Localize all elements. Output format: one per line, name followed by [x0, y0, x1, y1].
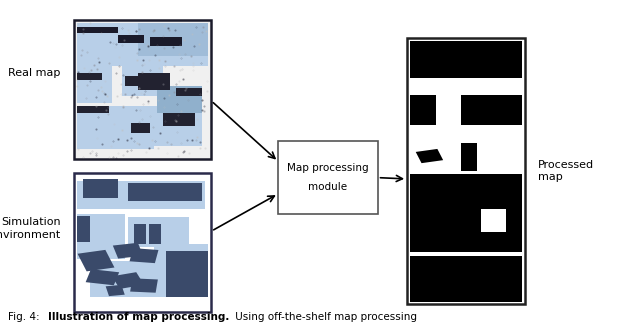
Text: Processed
map: Processed map	[538, 160, 595, 182]
Bar	[138, 23, 208, 56]
Bar	[278, 141, 378, 214]
Bar	[166, 251, 208, 297]
Bar	[77, 214, 125, 259]
Bar	[481, 174, 522, 252]
Polygon shape	[129, 248, 159, 263]
Polygon shape	[112, 272, 144, 289]
Bar	[77, 216, 90, 242]
Bar	[481, 209, 506, 232]
Bar	[118, 35, 144, 43]
Text: Using off-the-shelf map processing: Using off-the-shelf map processing	[232, 312, 417, 322]
Polygon shape	[416, 149, 443, 163]
Bar	[77, 27, 115, 60]
Bar	[77, 27, 118, 33]
Polygon shape	[130, 278, 158, 293]
Text: module: module	[308, 182, 348, 192]
Bar	[461, 143, 477, 171]
Bar	[157, 249, 208, 276]
Bar	[77, 106, 154, 149]
Bar	[407, 38, 525, 304]
Bar	[138, 106, 202, 146]
Bar	[150, 37, 182, 46]
Bar	[131, 123, 150, 133]
Bar	[410, 174, 487, 252]
Bar	[74, 173, 211, 312]
Bar	[163, 113, 195, 126]
Bar	[134, 224, 146, 244]
Bar	[83, 179, 118, 198]
Bar	[77, 106, 109, 113]
Bar	[128, 217, 189, 247]
Polygon shape	[86, 269, 119, 285]
Bar	[410, 256, 522, 302]
Bar	[410, 95, 436, 124]
Polygon shape	[106, 285, 125, 296]
Text: Map processing: Map processing	[287, 163, 369, 173]
Text: Fig. 4:: Fig. 4:	[8, 312, 43, 322]
Bar	[149, 224, 161, 244]
Bar	[128, 183, 202, 201]
Polygon shape	[77, 250, 115, 271]
Bar	[157, 86, 202, 113]
Bar	[77, 181, 205, 209]
Bar	[138, 73, 170, 90]
Bar	[77, 73, 102, 80]
Bar	[410, 42, 522, 78]
Bar	[154, 244, 208, 297]
Text: Simulation
environment: Simulation environment	[0, 217, 61, 240]
Text: Real map: Real map	[8, 68, 61, 78]
Polygon shape	[113, 243, 143, 259]
Bar	[77, 23, 208, 66]
Text: Illustration of map processing.: Illustration of map processing.	[48, 312, 229, 322]
Bar	[125, 76, 141, 86]
Bar	[90, 261, 163, 297]
Bar	[461, 95, 522, 124]
Bar	[122, 66, 163, 96]
Bar	[74, 20, 211, 159]
Bar	[176, 88, 202, 96]
Bar	[77, 63, 112, 103]
